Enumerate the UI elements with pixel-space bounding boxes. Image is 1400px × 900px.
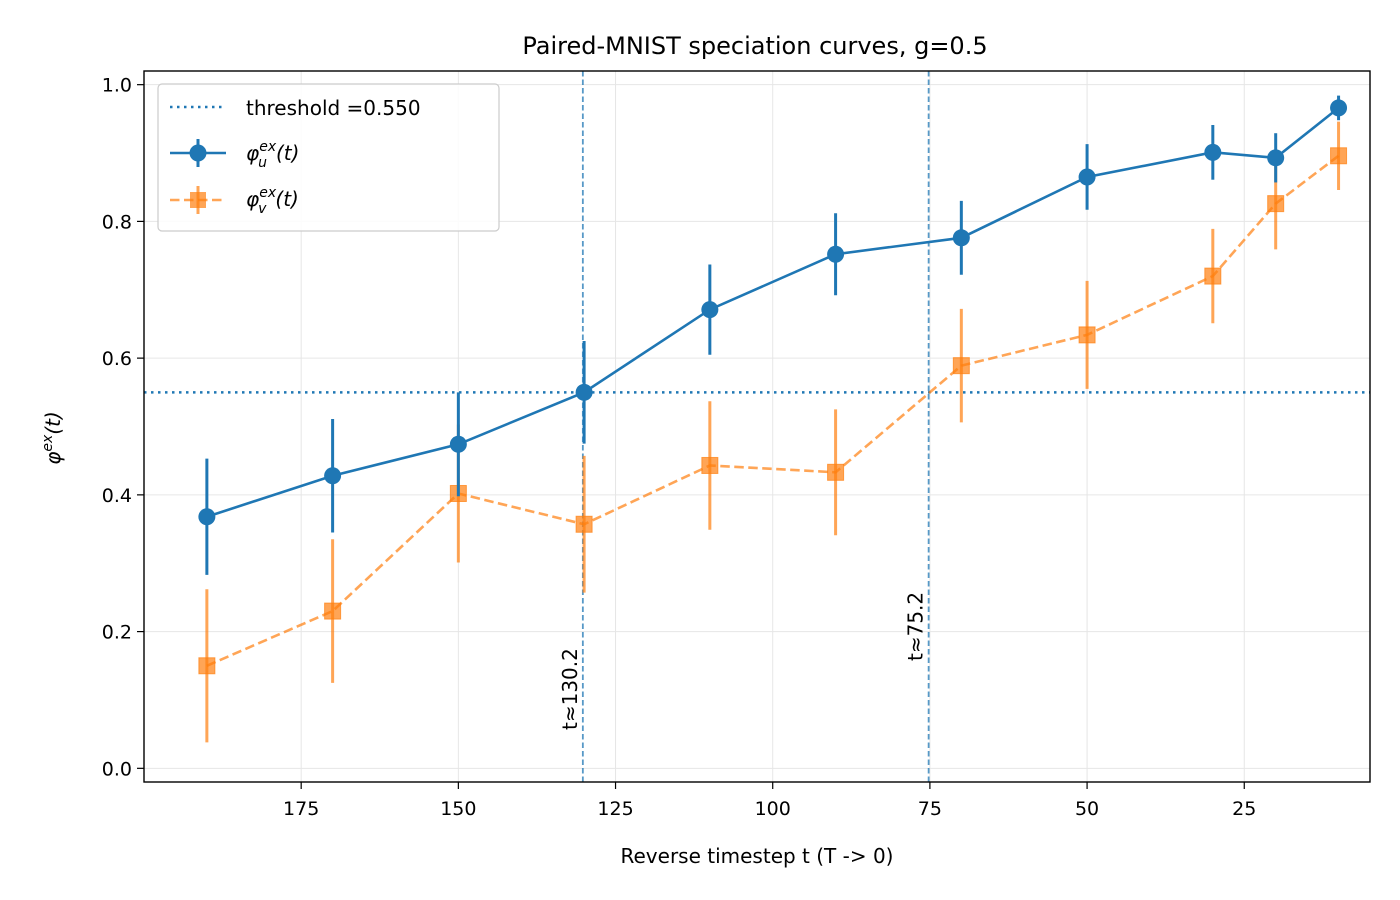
vertical-marker-label: t≈75.2 [904,592,928,661]
legend-v-sub: v [258,201,267,217]
reference-lines: t≈130.2 t≈75.2 [144,71,1370,782]
legend-u-sup: ex [259,139,277,155]
vertical-marker-label: t≈130.2 [558,648,582,730]
data-point [324,602,342,620]
x-tick-label: 125 [597,798,633,820]
legend-v-marker [190,192,206,208]
data-point [1267,195,1285,213]
x-tick-label: 100 [755,798,791,820]
legend-entry-u [170,139,226,167]
data-point [701,301,719,319]
data-point [1330,99,1348,117]
legend-v-arg: (t) [275,187,298,211]
data-point [198,508,216,526]
data-point [1078,168,1096,186]
legend-u-marker [189,144,207,162]
x-tick-label: 75 [918,798,942,820]
data-point [827,463,845,481]
y-tick-label: 0.8 [102,211,132,233]
y-label-base: φ [41,452,65,465]
data-point [324,467,342,485]
y-axis-label: φex(t) [40,411,65,465]
y-label-arg: (t) [41,411,65,434]
x-axis-label: Reverse timestep t (T -> 0) [621,844,894,868]
x-tick-label: 175 [283,798,319,820]
data-point [1204,267,1222,285]
data-point [952,229,970,247]
legend-v-sup: ex [259,185,277,201]
data-point [449,435,467,453]
data-point [952,357,970,375]
y-tick-label: 1.0 [102,75,132,97]
legend-u-label: φex u (t) [246,139,299,171]
y-axis: 0.0 0.2 0.4 0.6 0.8 1.0 [102,75,144,780]
legend-v-label: φex v (t) [246,185,299,217]
legend-box [157,83,500,232]
series-layer [198,95,1348,743]
data-point [827,245,845,263]
legend: threshold =0.550 φex u (t) φex v (t) [157,83,500,232]
legend-u-sub: u [258,155,267,171]
x-axis: 175 150 125 100 75 50 25 [283,782,1256,820]
x-tick-label: 150 [440,798,476,820]
y-tick-label: 0.4 [102,485,132,507]
data-point [1330,147,1348,165]
plot-frame [143,70,1371,783]
data-point [1267,149,1285,167]
chart-title: Paired-MNIST speciation curves, g=0.5 [522,32,987,60]
data-point [575,515,593,533]
data-point [701,456,719,474]
legend-u-arg: (t) [276,141,299,165]
y-label-sup: ex [40,434,56,452]
legend-u-base: φ [246,141,259,165]
data-point [575,383,593,401]
x-tick-label: 50 [1075,798,1099,820]
y-tick-label: 0.2 [102,622,132,644]
x-tick-label: 25 [1232,798,1256,820]
data-point [198,657,216,675]
y-tick-label: 0.6 [102,348,132,370]
data-point [1204,143,1222,161]
y-tick-label: 0.0 [102,758,132,780]
legend-v-base: φ [246,187,259,211]
legend-threshold-label: threshold =0.550 [246,96,421,120]
series-u [198,95,1348,575]
data-point [1078,326,1096,344]
legend-entry-v [170,186,226,214]
